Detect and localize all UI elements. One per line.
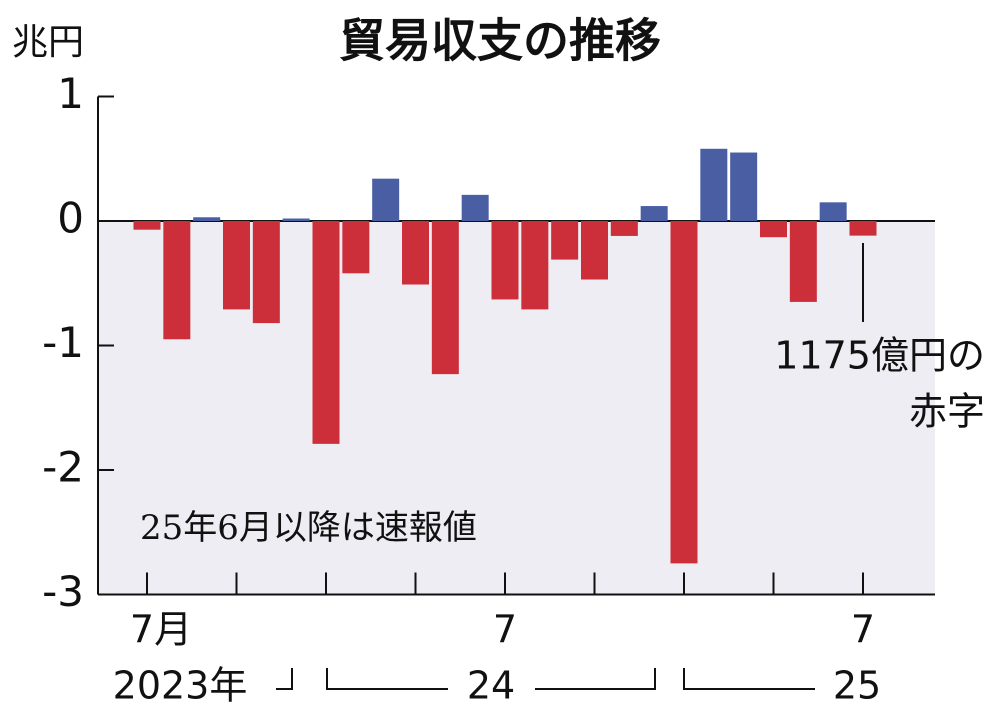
y-tick-label: -1: [42, 318, 84, 367]
bar: [282, 218, 310, 221]
bar: [581, 221, 608, 280]
year-label: 24: [467, 664, 515, 708]
bar: [730, 152, 758, 221]
bar: [789, 221, 817, 302]
bar: [223, 221, 250, 310]
bar: [760, 221, 787, 238]
year-brackets: [276, 668, 815, 690]
bar: [700, 148, 728, 221]
bar: [670, 221, 698, 564]
y-tick-label: 1: [57, 69, 84, 118]
bar: [521, 221, 549, 310]
bar: [551, 221, 579, 260]
y-tick-label: 0: [57, 194, 84, 243]
y-tick-label: -3: [42, 567, 84, 616]
x-tick-label: 7: [851, 608, 875, 652]
bar: [461, 194, 489, 221]
bar: [133, 221, 161, 230]
annotation: 赤字: [909, 390, 985, 434]
annotation: 1175億円の: [774, 334, 985, 378]
bar: [252, 221, 280, 324]
bar: [402, 221, 429, 285]
bar: [849, 221, 877, 236]
bar: [312, 221, 340, 444]
note: 25年6月以降は速報値: [140, 508, 477, 548]
y-unit: 兆円: [12, 22, 84, 63]
bar: [610, 221, 638, 236]
year-label: 25: [833, 664, 881, 708]
bar: [819, 202, 847, 221]
bar: [431, 221, 459, 375]
bar: [163, 221, 191, 340]
x-tick-label: 7: [493, 608, 517, 652]
bar: [372, 178, 400, 221]
y-tick-label: -2: [42, 443, 84, 492]
bar: [640, 206, 668, 221]
x-tick-label: 7月: [130, 608, 192, 652]
bar: [491, 221, 519, 300]
bar: [342, 221, 370, 274]
chart-title: 貿易収支の推移: [339, 14, 661, 68]
year-label: 2023年: [113, 664, 248, 708]
bar: [193, 217, 221, 221]
